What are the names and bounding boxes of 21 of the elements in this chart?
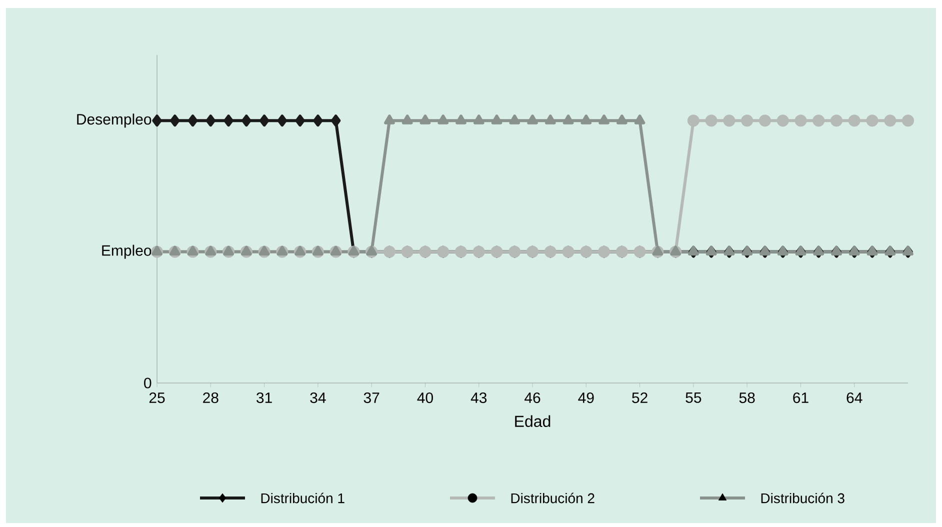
x-tick-label: 49 bbox=[578, 392, 594, 404]
legend-label: Distribución 2 bbox=[511, 492, 594, 504]
x-tick-label: 58 bbox=[739, 392, 755, 404]
text: Desempleo bbox=[77, 114, 152, 128]
x-tick-label: 37 bbox=[364, 392, 380, 404]
x-tick-label: 52 bbox=[632, 392, 648, 404]
x-axis-title: Edad bbox=[515, 415, 550, 428]
x-tick-label: 34 bbox=[310, 392, 326, 404]
x-tick-label: 64 bbox=[846, 392, 862, 404]
x-tick-label: 28 bbox=[203, 392, 218, 404]
x-tick-label: 25 bbox=[149, 392, 165, 404]
x-tick-label: 43 bbox=[470, 392, 487, 404]
legend-label: Distribución 3 bbox=[761, 492, 844, 504]
text: 0 bbox=[144, 378, 152, 388]
x-tick-label: 40 bbox=[417, 392, 433, 404]
text: Empleo bbox=[102, 244, 152, 259]
x-tick-label: 31 bbox=[256, 392, 272, 404]
legend-label: Distribución 1 bbox=[261, 492, 344, 504]
x-tick-label: 55 bbox=[686, 392, 702, 403]
x-tick-label: 46 bbox=[524, 392, 540, 404]
x-tick-label: 61 bbox=[793, 392, 808, 404]
